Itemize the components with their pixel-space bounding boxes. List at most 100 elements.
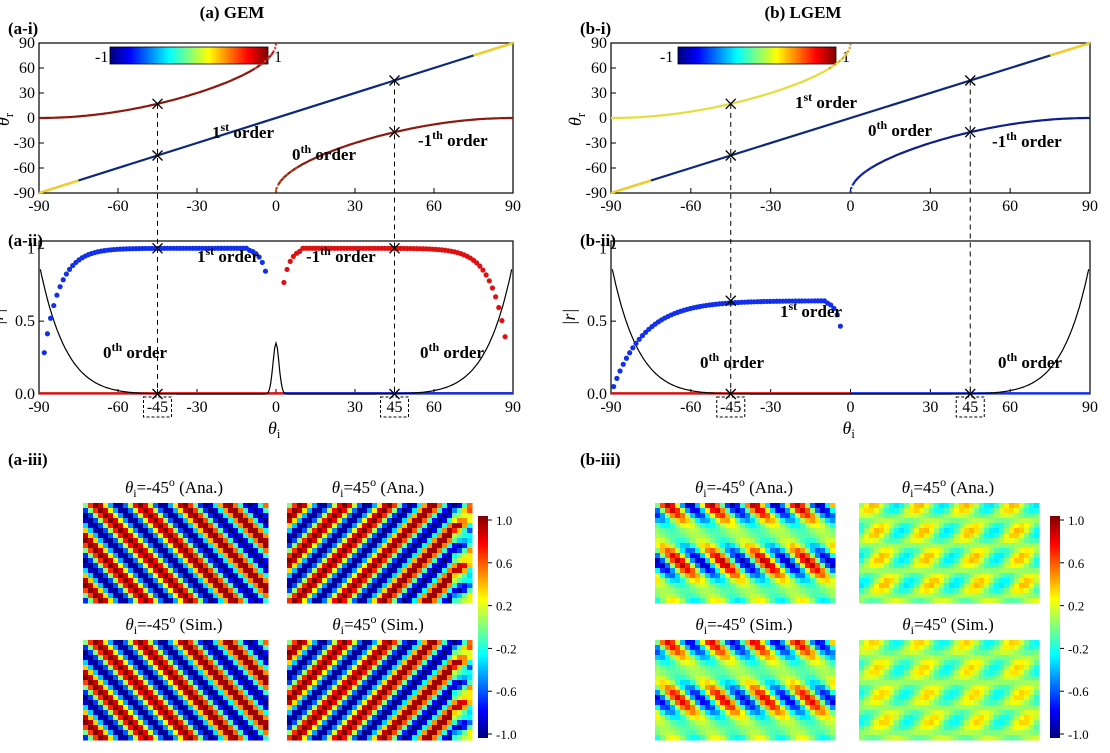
field-map-b-ana_pos-cell [879, 578, 885, 584]
field-map-a-ana_pos-cell [287, 553, 293, 559]
field-map-a-sim_neg-cell [128, 735, 134, 741]
field-map-b-ana_neg-cell [680, 508, 686, 514]
field-map-b-ana_neg-cell [680, 588, 686, 594]
field-map-b-ana_pos-cell [889, 508, 895, 514]
field-map-b-ana_pos-cell [944, 583, 950, 589]
field-map-b-ana_pos-cell [914, 598, 920, 604]
field-map-b-ana_pos-cell [1034, 598, 1040, 604]
field-map-a-sim_neg-cell [238, 645, 244, 651]
field-map-a-sim_neg-cell [258, 690, 264, 696]
field-map-a-ana_pos-cell [292, 523, 298, 529]
field-map-a-ana_neg-cell [118, 528, 124, 534]
chart-b-ii-label-0th-right-base: 0 [998, 353, 1007, 372]
field-map-a-ana_neg-cell [158, 588, 164, 594]
field-map-a-ana_neg-cell [263, 523, 269, 529]
field-map-a-sim_neg-cell [188, 695, 194, 701]
field-map-b-ana_neg-cell [705, 563, 711, 569]
chart-a-ii-ytick-label: 0.5 [15, 313, 35, 330]
field-map-a-sim_neg-cell [88, 685, 94, 691]
field-map-a-sim_pos-cell [322, 655, 328, 661]
field-map-a-sim_neg-cell [243, 700, 249, 706]
field-map-a-ana_pos-cell [302, 578, 308, 584]
field-map-a-sim_pos-cell [287, 690, 293, 696]
field-map-b-ana_neg-cell [705, 513, 711, 519]
field-map-b-ana_neg-cell [755, 528, 761, 534]
chart-a-i-label-1st: 1st order [212, 120, 274, 142]
field-map-a-ana_neg-cell [118, 573, 124, 579]
field-map-b-ana_neg-cell [670, 573, 676, 579]
field-map-a-ana_pos-cell [402, 598, 408, 604]
field-map-a-ana_neg-cell [128, 528, 134, 534]
field-map-b-ana_neg-cell [765, 558, 771, 564]
field-map-b-ana_pos-cell [1014, 593, 1020, 599]
field-map-b-ana_neg-cell [750, 553, 756, 559]
field-map-a-sim_neg-cell [148, 695, 154, 701]
field-map-b-sim_neg-cell [715, 640, 721, 646]
field-map-b-ana_neg-cell [800, 503, 806, 509]
field-map-a-sim_pos-cell [347, 645, 353, 651]
field-map-a-ana_pos-cell [297, 558, 303, 564]
field-map-a-ana_neg-cell [113, 528, 119, 534]
field-map-a-ana_pos-cell [432, 548, 438, 554]
field-map-a-sim_neg-cell [173, 715, 179, 721]
field-map-b-ana_pos-cell [889, 568, 895, 574]
chart-b-i-tail-dot [853, 180, 857, 183]
field-map-b-ana_neg-cell [750, 578, 756, 584]
field-map-a-sim_pos-cell [407, 640, 413, 646]
field-map-a-ana_pos-cell [307, 513, 313, 519]
field-map-a-ana_neg-cell [213, 588, 219, 594]
field-map-a-sim_pos-cell [402, 715, 408, 721]
field-map-b-ana_pos-cell [859, 548, 865, 554]
field-map-a-ana_pos-cell [392, 563, 398, 569]
field-map-a-sim_neg-cell [243, 685, 249, 691]
field-map-a-sim_neg-cell [93, 735, 99, 741]
field-map-b-ana_neg-cell [755, 598, 761, 604]
field-map-a-ana_pos-cell [307, 528, 313, 534]
field-map-b-ana_pos-cell [914, 528, 920, 534]
field-map-b-ana_pos-cell [959, 503, 965, 509]
field-map-b-ana_pos-cell [974, 568, 980, 574]
field-map-b-ana_neg-cell [680, 513, 686, 519]
field-map-a-sim_neg-cell [188, 640, 194, 646]
field-map-b-ana_pos-cell [1024, 518, 1030, 524]
field-map-a-sim_pos-cell [382, 640, 388, 646]
field-map-a-sim_neg-cell [108, 730, 114, 736]
field-map-a-ana_pos-cell [287, 568, 293, 574]
field-map-a-ana_neg-cell [143, 508, 149, 514]
field-map-a-ana_pos-cell [402, 553, 408, 559]
field-map-a-ana_pos-cell [362, 528, 368, 534]
field-map-b-ana_pos-cell [994, 523, 1000, 529]
field-map-a-sim_pos-cell [347, 695, 353, 701]
chart-b-ii-xtick-box [716, 396, 746, 418]
field-map-b-ana_pos-cell [864, 538, 870, 544]
field-map-b-ana_pos-cell [864, 528, 870, 534]
field-map-b-ana_neg-cell [810, 558, 816, 564]
field-map-a-ana_pos-cell [437, 548, 443, 554]
field-map-b-ana_pos-cell [874, 503, 880, 509]
chart-a-i-tail-dot [295, 166, 298, 170]
chart-b-i-xtick-label: -90 [600, 198, 621, 215]
field-map-b-ana_pos-cell [1034, 513, 1040, 519]
field-map-a-sim_pos-cell [337, 660, 343, 666]
field-map-b-ana_neg-cell [780, 568, 786, 574]
field-map-b-sim_neg-cell [715, 645, 721, 651]
field-map-b-ana_pos-cell [1014, 553, 1020, 559]
field-map-a-ana_neg-cell [233, 548, 239, 554]
field-map-a-sim_pos-cell [457, 665, 463, 671]
field-map-a-ana_pos-cell [462, 598, 468, 604]
field-map-b-ana_pos-cell [914, 538, 920, 544]
field-map-a-ana_neg-cell [263, 593, 269, 599]
field-map-a-sim_pos-cell [457, 660, 463, 666]
field-map-b-ana_neg-cell [660, 593, 666, 599]
field-map-b-sim_neg-cell [720, 645, 726, 651]
field-map-a-ana_neg-cell [188, 528, 194, 534]
field-map-a-sim_pos-cell [462, 720, 468, 726]
field-map-a-sim_neg-cell [103, 705, 109, 711]
field-map-a-sim_pos-cell [447, 715, 453, 721]
field-map-b-ana_pos-cell [894, 533, 900, 539]
field-map-a-sim_pos-cell [292, 695, 298, 701]
field-map-b-ana_neg-cell [730, 583, 736, 589]
field-map-a-ana_neg-cell [223, 578, 229, 584]
field-map-a-ana_pos-cell [432, 528, 438, 534]
field-map-a-ana_neg-cell [118, 593, 124, 599]
